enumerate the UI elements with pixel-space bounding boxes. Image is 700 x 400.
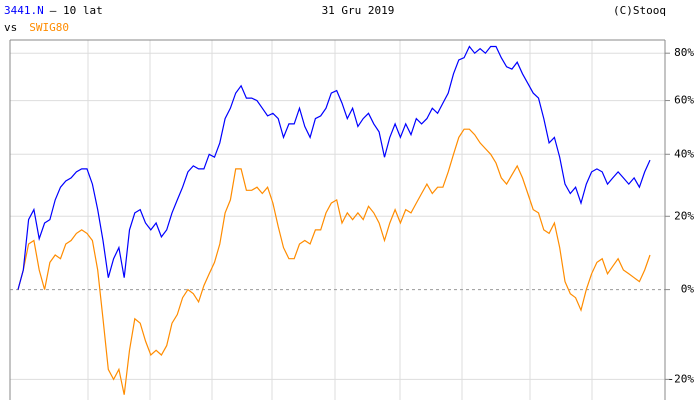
y-tick-label: 80% <box>674 46 694 59</box>
y-tick-label: 0% <box>681 283 695 296</box>
header-compare: vs SWIG80 <box>4 21 69 34</box>
series-line <box>17 128 651 395</box>
source: (C)Stooq <box>613 4 666 17</box>
main-symbol: 3441.N <box>4 4 44 17</box>
series-line <box>17 45 651 290</box>
y-tick-label: 60% <box>674 94 694 107</box>
vs-label: vs <box>4 21 17 34</box>
header-left: 3441.N – 10 lat <box>4 4 103 17</box>
y-tick-label: 40% <box>674 147 694 160</box>
y-tick-label: -20% <box>668 372 695 385</box>
compare-symbol: SWIG80 <box>29 21 69 34</box>
plot <box>10 45 670 395</box>
period: – 10 lat <box>50 4 103 17</box>
year-grid <box>87 40 593 400</box>
y-tick-label: 20% <box>674 209 694 222</box>
date: 31 Gru 2019 <box>322 4 395 17</box>
